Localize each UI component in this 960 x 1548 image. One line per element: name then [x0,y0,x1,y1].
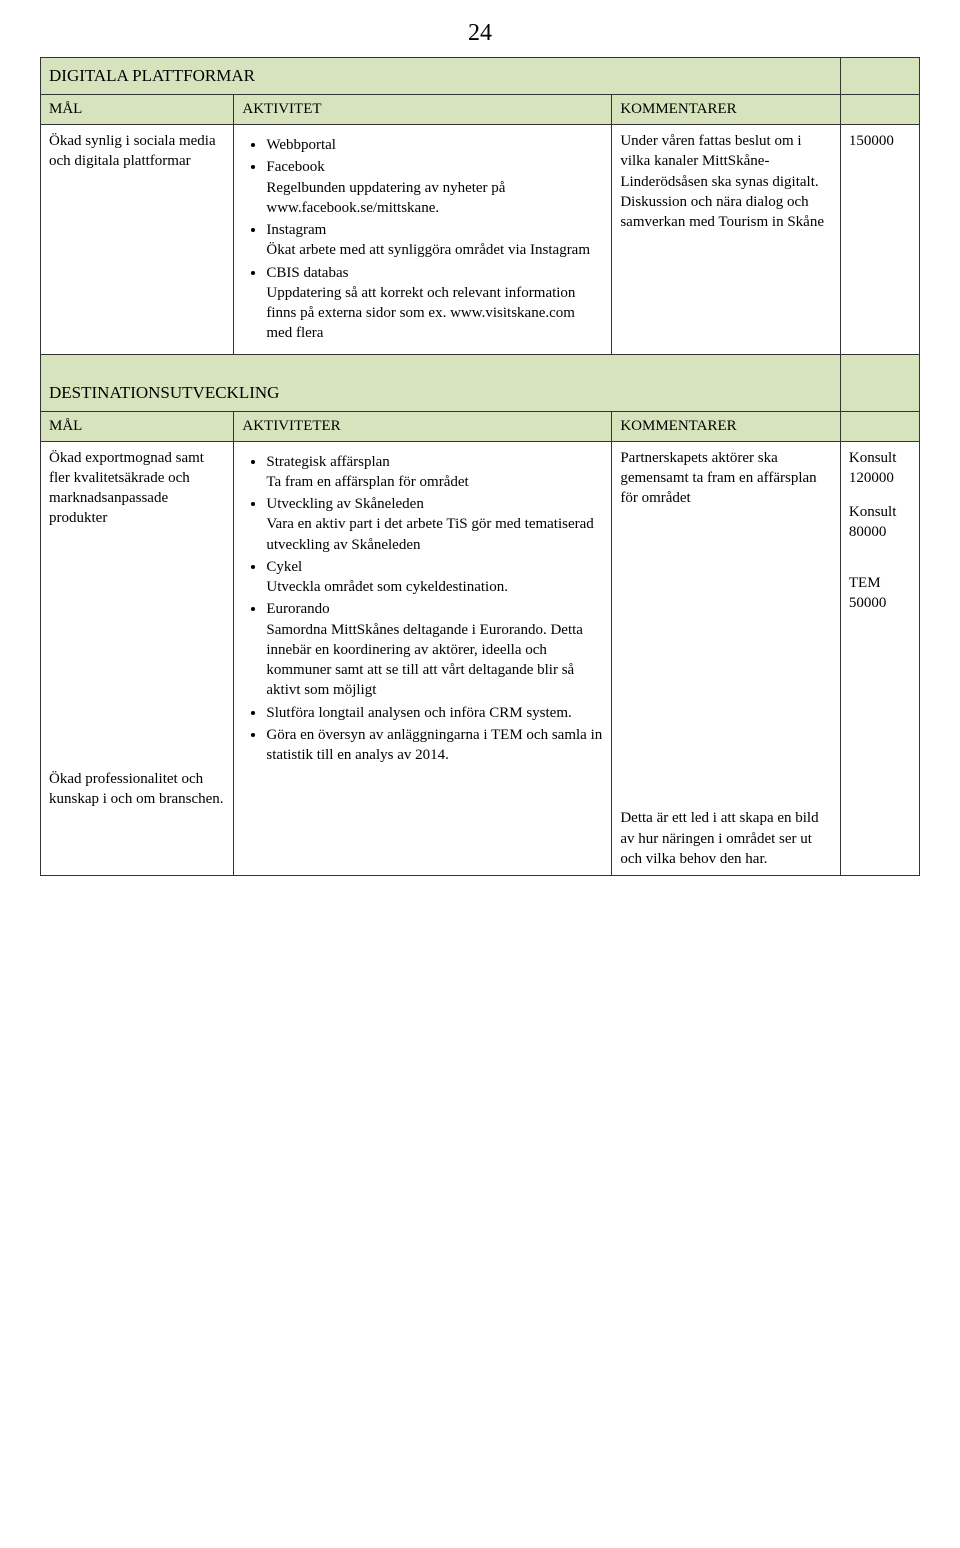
activity-label: Cykel [266,559,302,575]
comment-text-2: Detta är ett led i att skapa en bild av … [620,808,832,869]
section2-title-text: DESTINATIONSUTVECKLING [49,383,279,402]
list-item: Utveckling av Skåneleden Vara en aktiv p… [266,494,603,555]
list-item: Cykel Utveckla området som cykeldestinat… [266,557,603,598]
value-text: 120000 [849,468,911,488]
col-header-activity: AKTIVITET [234,95,612,125]
activity-label: Strategisk affärsplan [266,454,389,470]
goal-cell: Ökad exportmognad samt fler kvalitetsäkr… [41,441,234,876]
col-header-comments: KOMMENTARER [612,411,841,441]
list-item: CBIS databas Uppdatering så att korrekt … [266,263,603,344]
section1-title: DIGITALA PLATTFORMAR [41,58,841,95]
value-cell: Konsult 120000 Konsult 80000 TEM 50000 [840,441,919,876]
activity-label: CBIS databas [266,265,348,281]
value-text: 150000 [849,131,911,151]
activity-text: Ta fram en affärsplan för området [266,474,468,490]
section-header-row: DIGITALA PLATTFORMAR [41,58,920,95]
section-header-row: DESTINATIONSUTVECKLING [41,354,920,411]
subheader-row: MÅL AKTIVITET KOMMENTARER [41,95,920,125]
comments-cell: Partnerskapets aktörer ska gemensamt ta … [612,441,841,876]
comment-text-1: Partnerskapets aktörer ska gemensamt ta … [620,448,832,509]
page-number: 24 [40,20,920,47]
col-header-goal: MÅL [41,411,234,441]
value-text: 50000 [849,593,911,613]
goal-text: Ökad synlig i sociala media och digitala… [49,131,225,172]
value-label: TEM [849,573,911,593]
activity-text: Regelbunden uppdatering av nyheter på ww… [266,180,505,216]
activity-label: Webbportal [266,137,336,153]
value-cell: 150000 [840,125,919,355]
activity-label: Utveckling av Skåneleden [266,496,423,512]
value-label: Konsult [849,448,911,468]
activity-label: Instagram [266,222,326,238]
col-header-goal: MÅL [41,95,234,125]
col-header-activity: AKTIVITETER [234,411,612,441]
empty-cell [840,354,919,411]
activities-cell: Webbportal Facebook Regelbunden uppdater… [234,125,612,355]
activities-cell: Strategisk affärsplan Ta fram en affärsp… [234,441,612,876]
activity-text: Uppdatering så att korrekt och relevant … [266,285,575,342]
list-item: Göra en översyn av anläggningarna i TEM … [266,725,603,766]
activity-label: Facebook [266,159,324,175]
comments-cell: Under våren fattas beslut om i vilka kan… [612,125,841,355]
table-row: Ökad exportmognad samt fler kvalitetsäkr… [41,441,920,876]
activity-label: Slutföra longtail analysen och införa CR… [266,705,571,721]
subheader-row: MÅL AKTIVITETER KOMMENTARER [41,411,920,441]
table-row: Ökad synlig i sociala media och digitala… [41,125,920,355]
list-item: Facebook Regelbunden uppdatering av nyhe… [266,157,603,218]
section2-title: DESTINATIONSUTVECKLING [41,354,841,411]
empty-cell [840,411,919,441]
list-item: Slutföra longtail analysen och införa CR… [266,703,603,723]
value-text: 80000 [849,522,911,542]
comment-text: Under våren fattas beslut om i vilka kan… [620,131,832,232]
goal-text-2: Ökad professionalitet och kunskap i och … [49,769,225,810]
list-item: Eurorando Samordna MittSkånes deltagande… [266,599,603,700]
activity-text: Ökat arbete med att synliggöra området v… [266,242,590,258]
goal-cell: Ökad synlig i sociala media och digitala… [41,125,234,355]
list-item: Webbportal [266,135,603,155]
goal-text: Ökad exportmognad samt fler kvalitetsäkr… [49,448,225,529]
col-header-comments: KOMMENTARER [612,95,841,125]
activity-text: Vara en aktiv part i det arbete TiS gör … [266,516,593,552]
list-item: Instagram Ökat arbete med att synliggöra… [266,220,603,261]
activities-list: Strategisk affärsplan Ta fram en affärsp… [242,452,603,766]
activities-list: Webbportal Facebook Regelbunden uppdater… [242,135,603,344]
content-table: DIGITALA PLATTFORMAR MÅL AKTIVITET KOMME… [40,57,920,876]
activity-label: Eurorando [266,601,329,617]
empty-cell [840,58,919,95]
activity-text: Utveckla området som cykeldestination. [266,579,508,595]
activity-text: Samordna MittSkånes deltagande i Euroran… [266,622,583,699]
empty-cell [840,95,919,125]
value-label: Konsult [849,502,911,522]
activity-label: Göra en översyn av anläggningarna i TEM … [266,727,602,763]
list-item: Strategisk affärsplan Ta fram en affärsp… [266,452,603,493]
